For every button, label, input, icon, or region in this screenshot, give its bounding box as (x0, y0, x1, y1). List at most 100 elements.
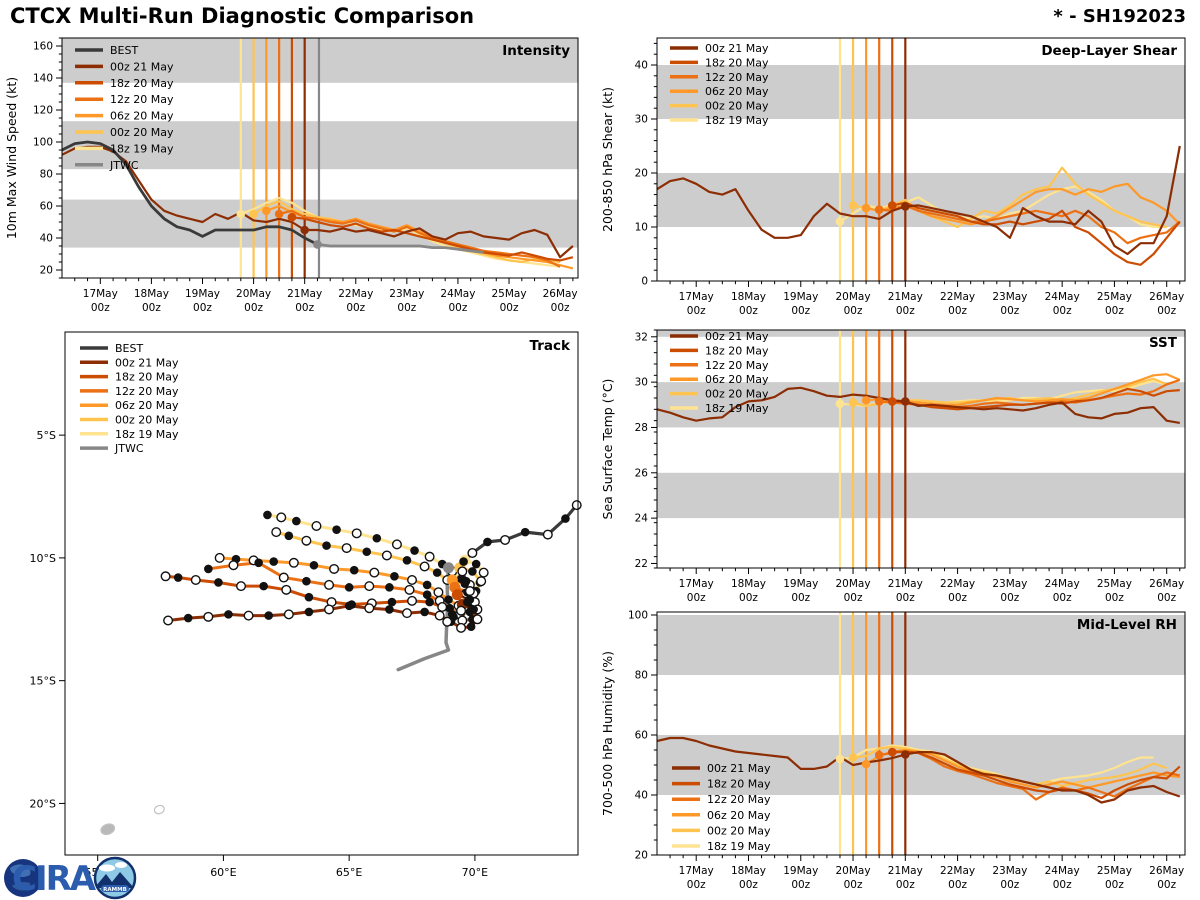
y-axis-label: 200-850 hPa Shear (kt) (600, 87, 615, 232)
track-init-dot-JTWC (442, 562, 454, 574)
x-tick-label-hour: 00z (1105, 305, 1124, 317)
x-tick-label-day: 20May (836, 291, 871, 303)
init-dot-18z 20 May (887, 747, 897, 757)
x-tick-label-hour: 00z (739, 879, 758, 891)
page-title: CTCX Multi-Run Diagnostic Comparison (10, 4, 475, 28)
sst-panel: 17May 00z 18May 00z 19May 00z 20May 00z 21May 00z… (600, 329, 1186, 604)
axes-frame (64, 331, 579, 856)
track-fix-filled (520, 527, 530, 537)
track-fix-filled (466, 622, 476, 631)
legend-label: BEST (115, 342, 143, 355)
cira-logo: CIRA RAMMB (2, 856, 282, 900)
track-fix-filled (322, 541, 331, 550)
init-dot-06z 20 May (861, 395, 871, 405)
legend-label: BEST (110, 44, 138, 57)
track-fix-filled (422, 580, 432, 590)
x-tick-label-hour: 00z (844, 305, 863, 317)
y-tick-label: 60 (40, 201, 53, 213)
y-tick-label: 0 (641, 276, 648, 288)
track-fix-filled (344, 601, 354, 611)
track-fix-open (467, 547, 478, 558)
legend-label: 00z 20 May (110, 126, 174, 139)
track-fix-open (243, 610, 254, 621)
track-fix-filled (284, 531, 294, 541)
track-fix-filled (332, 525, 341, 534)
x-tick-label-day: 22May (940, 865, 975, 877)
track-fix-open (324, 579, 335, 590)
threshold-band (657, 615, 1185, 675)
track-fix-filled (422, 590, 432, 600)
x-tick-label-day: 24May (1045, 578, 1080, 590)
init-dot-12z 20 May (874, 750, 884, 760)
x-tick-label-day: 21May (888, 291, 923, 303)
legend-label: 18z 20 May (110, 77, 174, 90)
legend-label: 18z 20 May (115, 371, 179, 384)
track-JTWC (396, 565, 451, 672)
track-fix-open (271, 527, 282, 538)
axes-frame (656, 611, 1186, 856)
track-fix-open (278, 572, 289, 583)
legend-label: 12z 20 May (110, 93, 174, 106)
globe-icon (4, 859, 42, 897)
shear-panel: 17May 00z 18May 00z 19May 00z 20May 00z 21May 00z… (600, 37, 1186, 317)
track-fix-open (276, 512, 287, 523)
legend-label: 06z 20 May (115, 399, 179, 412)
init-dot-12z 20 May (274, 209, 284, 219)
series-00z 21 May (656, 386, 1180, 424)
x-tick-label-day: 18May (731, 865, 766, 877)
init-dot-00z 20 May (249, 209, 258, 219)
y-axis-label: Sea Surface Temp (°C) (600, 379, 615, 520)
track-fix-open (404, 584, 415, 595)
init-dot-JTWC (313, 240, 322, 249)
track-fix-open (419, 561, 430, 572)
x-tick-label-day: 21May (888, 578, 923, 590)
legend-label: 00z 20 May (115, 414, 179, 427)
series-18z 20 May (892, 750, 1181, 800)
rammb-logo-text: RAMMB (103, 887, 127, 893)
x-tick-label-day: 26May (1149, 291, 1184, 303)
track-00z 21 May (166, 603, 479, 630)
track-fix-filled (362, 547, 372, 557)
x-tick-label-day: 17May (83, 288, 118, 300)
y-tick-label: 120 (33, 105, 53, 117)
x-tick-label-hour: 00z (791, 305, 810, 317)
legend-label: 00z 20 May (707, 824, 771, 837)
x-tick-label-day: 17May (679, 578, 714, 590)
track-fix-open (190, 574, 201, 585)
init-dot-18z 20 May (287, 212, 297, 222)
legend-label: 18z 20 May (707, 778, 771, 791)
y-tick-label: 10 (635, 222, 648, 234)
panel-title: Deep-Layer Shear (1041, 43, 1177, 59)
track-fix-open (160, 571, 171, 582)
x-tick-label-day: 21May (287, 288, 322, 300)
x-tick-label-hour: 00z (1105, 879, 1124, 891)
storm-id-annotation: * - SH192023 (1053, 6, 1186, 27)
x-tick-label-day: 18May (134, 288, 169, 300)
y-tick-label: 20 (40, 265, 53, 277)
rh-panel: 17May 00z 18May 00z 19May 00z 20May 00z 21May 00z… (600, 610, 1186, 891)
series-00z 21 May (656, 736, 1181, 804)
lat-tick-label: 15°S (30, 675, 56, 688)
init-dot-06z 20 May (861, 759, 871, 769)
y-tick-label: 24 (635, 513, 649, 525)
x-tick-label-hour: 00z (449, 302, 468, 314)
series-BEST (61, 140, 319, 246)
axes-frame (656, 329, 1186, 569)
x-tick-label-hour: 00z (244, 302, 263, 314)
track-fix-filled (425, 597, 434, 607)
series-00z 20 May (852, 166, 1167, 229)
track-fix-open (288, 557, 299, 568)
x-tick-label-hour: 00z (193, 302, 212, 314)
x-tick-label-day: 20May (836, 578, 871, 590)
track-fix-open (301, 535, 312, 546)
track-fix-filled (254, 558, 263, 568)
init-dot-00z 21 May (901, 202, 910, 211)
track-fix-filled (214, 578, 223, 587)
init-dot-06z 20 May (861, 203, 871, 213)
init-dot-18z 20 May (887, 201, 897, 210)
x-tick-label-day: 24May (1045, 291, 1080, 303)
track-fix-open (214, 552, 225, 563)
track-fix-filled (302, 576, 311, 586)
x-tick-label-day: 18May (731, 578, 766, 590)
